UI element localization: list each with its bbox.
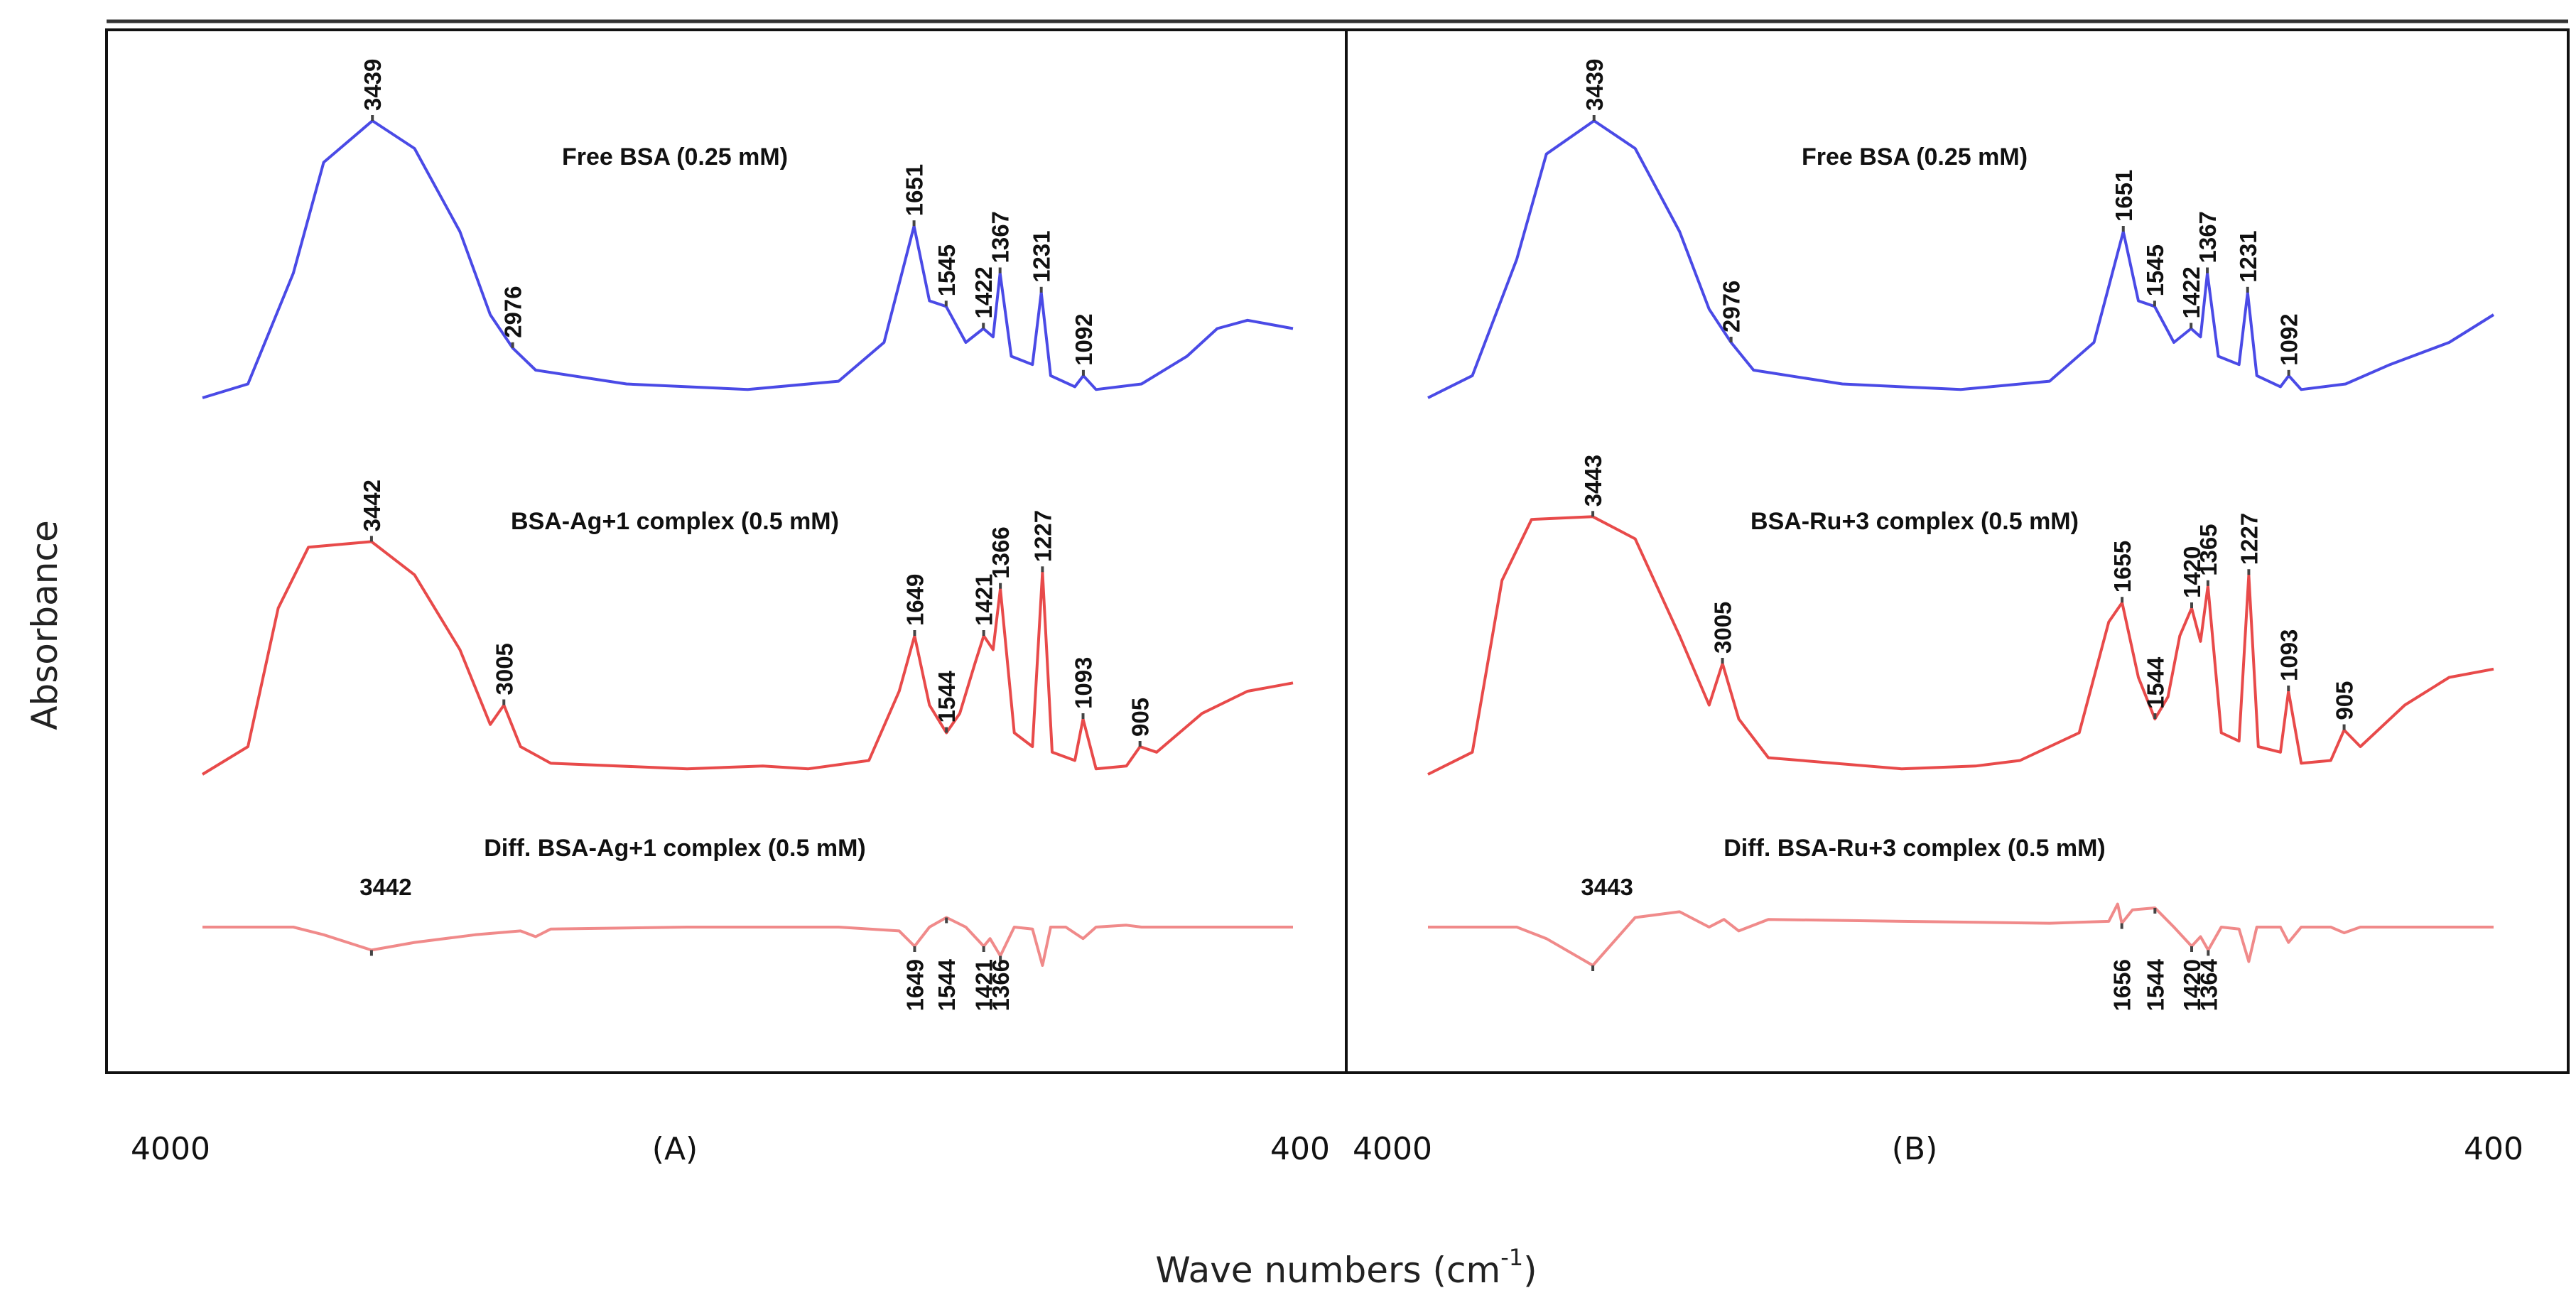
peak-label-b-0-6: 1231 [2235,230,2261,282]
peak-label-a-1-2: 1649 [902,574,928,626]
panel-a: Free BSA (0.25 mM) 3439 2976 1651 1545 1422 13… [131,59,1330,1167]
peak-label-a-2-4: 1366 [987,959,1014,1011]
peak-label-b-1-4: 1420 [2179,546,2205,598]
peak-label-b-1-1: 3005 [1710,602,1736,654]
peak-label-a-0-6: 1231 [1029,230,1055,282]
panel-b-frame [1345,28,2570,1074]
x-axis-label: Wave numbers (cm-1) [1155,1244,1537,1291]
y-axis-label: Absorbance [24,520,65,730]
series-title-b-1: BSA-Ru+3 complex (0.5 mM) [1750,508,2079,535]
x-tick-b-1: 400 [2464,1131,2523,1167]
peak-label-a-0-5: 1367 [987,211,1014,263]
series-title-b-0: Free BSA (0.25 mM) [1802,144,2028,170]
peak-label-a-1-5: 1366 [987,526,1014,578]
peak-label-a-1-6: 1227 [1029,510,1056,562]
peak-label-b-1-2: 1655 [2109,541,2136,592]
peak-label-a-1-8: 905 [1127,698,1154,737]
peak-label-b-2-2: 1544 [2142,958,2168,1011]
x-axis-label-main: Wave numbers (cm [1155,1250,1500,1291]
peak-label-a-1-4: 1421 [971,574,997,626]
x-axis-label-close: ) [1523,1250,1537,1291]
peak-label-b-1-8: 905 [2332,681,2358,720]
series-title-a-2: Diff. BSA-Ag+1 complex (0.5 mM) [484,835,865,862]
peak-label-a-0-3: 1545 [933,244,960,296]
series-line-a-2 [202,916,1293,967]
peak-label-a-2-1: 1649 [902,959,928,1011]
x-tick-a-0: 4000 [131,1131,210,1167]
peak-label-b-2-0: 3443 [1581,874,1633,900]
peak-label-a-2-3: 1421 [971,959,997,1011]
peak-label-b-0-4: 1422 [2178,266,2204,318]
peak-label-b-0-2: 1651 [2111,170,2137,222]
peak-label-a-1-3: 1544 [933,670,960,722]
peak-label-a-0-7: 1092 [1071,313,1097,365]
peak-label-a-1-7: 1093 [1071,657,1097,709]
series-line-b-1 [1427,515,2494,776]
peak-label-b-0-1: 2976 [1719,281,1745,332]
series-title-a-1: BSA-Ag+1 complex (0.5 mM) [511,508,839,535]
x-tick-a-1: 400 [1270,1131,1330,1167]
peak-label-b-1-5: 1365 [2195,524,2221,575]
peak-label-b-0-7: 1092 [2276,313,2302,365]
series-line-b-0 [1427,119,2495,399]
series-title-a-0: Free BSA (0.25 mM) [562,144,788,170]
peak-label-a-0-2: 1651 [902,164,928,216]
peak-label-a-0-1: 2976 [500,286,526,337]
series-title-b-2: Diff. BSA-Ru+3 complex (0.5 mM) [1723,835,2105,862]
peak-label-b-1-6: 1227 [2236,513,2262,565]
peak-label-a-2-0: 3442 [359,874,411,900]
peak-label-b-2-3: 1420 [2179,959,2205,1011]
x-axis-label-sup: -1 [1500,1244,1523,1271]
peak-label-b-0-3: 1545 [2142,244,2168,296]
peak-label-b-1-7: 1093 [2275,629,2302,681]
x-tick-b-0: 4000 [1353,1131,1432,1167]
peak-label-b-2-1: 1656 [2109,959,2136,1011]
series-line-a-1 [201,540,1294,776]
series-line-b-2 [1428,902,2494,967]
panel-a-frame [105,28,1348,1074]
peak-label-b-1-0: 3443 [1580,455,1606,507]
peak-label-b-2-4: 1364 [2195,958,2221,1011]
peak-label-a-0-0: 3439 [359,59,386,111]
peak-label-a-1-1: 3005 [491,643,517,695]
panel-label-a: (A) [652,1131,698,1167]
peak-label-a-1-0: 3442 [359,480,385,531]
peak-label-a-0-4: 1422 [970,266,997,318]
peak-label-b-0-0: 3439 [1581,59,1608,111]
peak-label-b-1-3: 1544 [2142,656,2168,709]
peak-label-a-2-2: 1544 [933,958,960,1011]
panel-label-b: (B) [1892,1131,1938,1167]
peak-label-b-0-5: 1367 [2195,211,2221,263]
